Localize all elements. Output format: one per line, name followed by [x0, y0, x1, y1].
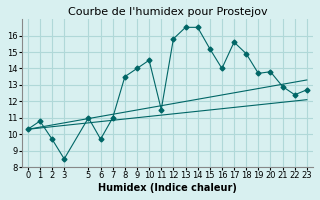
- X-axis label: Humidex (Indice chaleur): Humidex (Indice chaleur): [98, 183, 237, 193]
- Title: Courbe de l'humidex pour Prostejov: Courbe de l'humidex pour Prostejov: [68, 7, 267, 17]
